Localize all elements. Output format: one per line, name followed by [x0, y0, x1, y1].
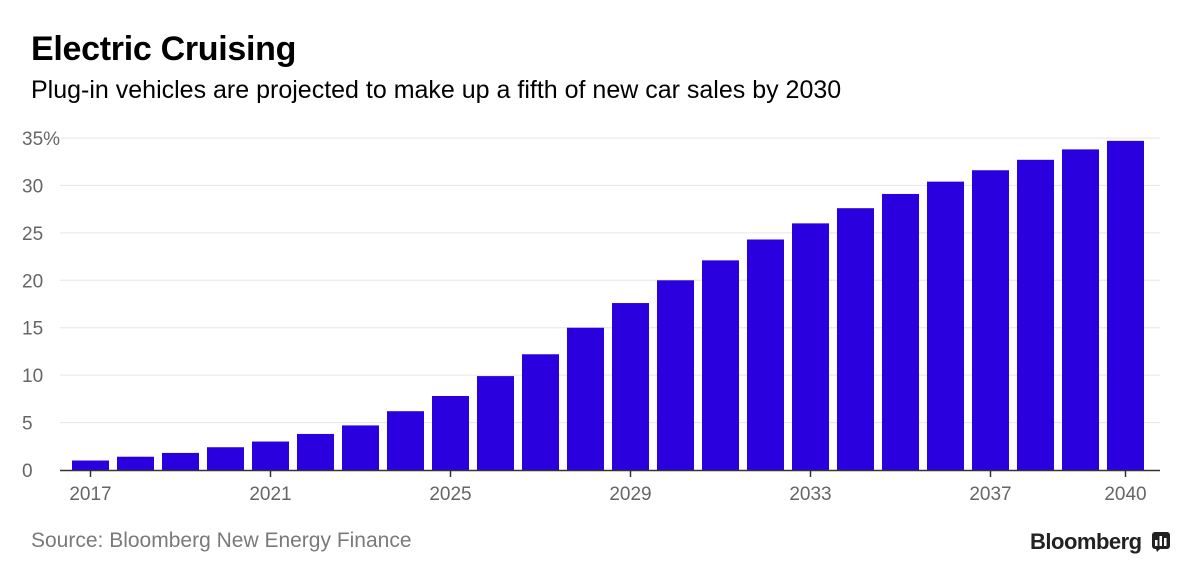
chart-title: Electric Cruising: [31, 30, 297, 68]
bar-2036: [927, 181, 964, 471]
bar-2031: [702, 260, 739, 470]
bloomberg-terminal-icon: [1152, 532, 1170, 552]
bar-2039: [1062, 149, 1099, 470]
bar-2022: [297, 433, 334, 470]
bar-2017: [72, 460, 109, 470]
bar-2030: [657, 280, 694, 470]
bars: [72, 140, 1144, 471]
bar-2025: [432, 396, 469, 470]
bar-2040: [1107, 140, 1144, 471]
bar-2028: [567, 327, 604, 470]
y-tick-label: 0: [22, 461, 33, 482]
bar-2023: [342, 425, 379, 470]
bar-2024: [387, 411, 424, 470]
y-tick-label: 15: [22, 319, 43, 340]
x-tick-label: 2025: [429, 484, 471, 505]
bar-2027: [522, 354, 559, 470]
chart-subtitle: Plug-in vehicles are projected to make u…: [31, 76, 842, 104]
y-tick-label: 10: [22, 366, 43, 387]
bar-2026: [477, 376, 514, 470]
bar-2034: [837, 208, 874, 471]
y-tick-label: 25: [22, 224, 43, 245]
bar-2035: [882, 193, 919, 471]
source-note: Source: Bloomberg New Energy Finance: [31, 529, 412, 552]
y-tick-label: 20: [22, 271, 43, 292]
bar-2038: [1017, 159, 1054, 470]
x-tick-label: 2033: [789, 484, 831, 505]
x-tick-label: 2037: [969, 484, 1011, 505]
y-axis-ticks: 0 5 10 15 20 25 30 35%: [22, 129, 60, 482]
x-tick-label: 2017: [69, 484, 111, 505]
y-tick-label: 30: [22, 176, 43, 197]
bar-2029: [612, 303, 649, 470]
y-tick-label: 35%: [22, 129, 60, 150]
x-tick-label: 2040: [1104, 484, 1146, 505]
bar-2033: [792, 223, 829, 470]
bar-2021: [252, 441, 289, 470]
bar-2018: [117, 456, 154, 470]
bar-2037: [972, 170, 1009, 470]
x-tick-label: 2029: [609, 484, 651, 505]
y-tick-label: 5: [22, 414, 33, 435]
x-tick-label: 2021: [249, 484, 291, 505]
x-axis-ticks: 2017 2021 2025 2029 2033 2037 2040: [69, 470, 1147, 505]
bloomberg-logo: Bloomberg: [1030, 529, 1142, 554]
bar-2019: [162, 452, 199, 470]
bar-2020: [207, 447, 244, 470]
bar-2032: [747, 239, 784, 470]
